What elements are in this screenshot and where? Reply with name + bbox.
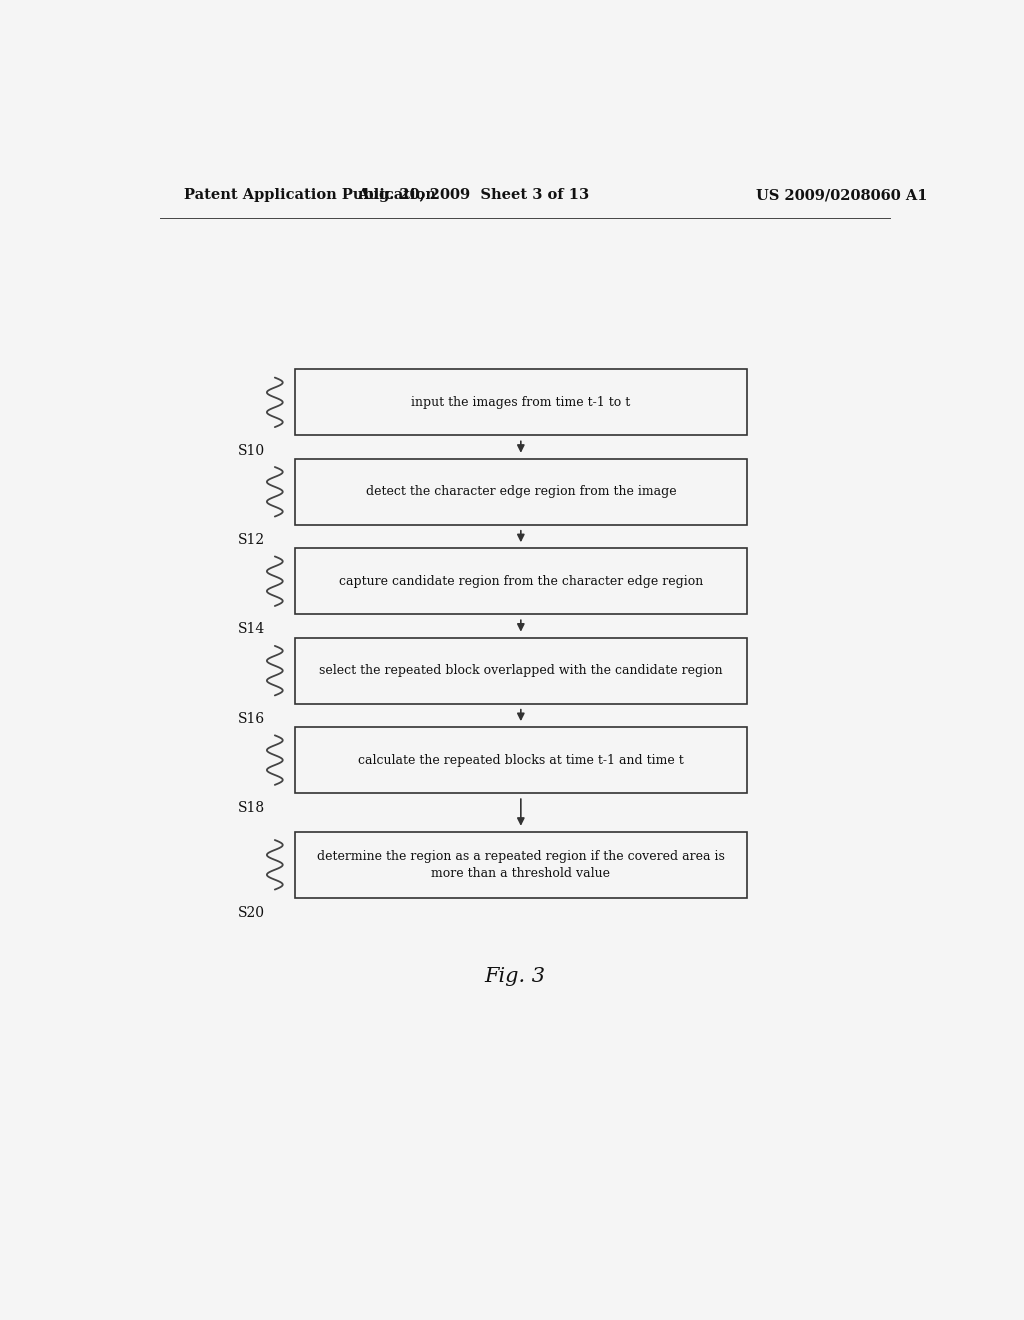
Text: S12: S12 bbox=[239, 533, 265, 546]
Bar bbox=[295, 459, 748, 525]
Bar bbox=[295, 370, 748, 436]
Text: S10: S10 bbox=[239, 444, 265, 458]
Text: S18: S18 bbox=[239, 801, 265, 816]
Text: US 2009/0208060 A1: US 2009/0208060 A1 bbox=[757, 189, 928, 202]
Text: Aug. 20, 2009  Sheet 3 of 13: Aug. 20, 2009 Sheet 3 of 13 bbox=[357, 189, 589, 202]
Text: calculate the repeated blocks at time t-1 and time t: calculate the repeated blocks at time t-… bbox=[358, 754, 684, 767]
Text: S20: S20 bbox=[239, 906, 265, 920]
Bar bbox=[295, 638, 748, 704]
Text: input the images from time t-1 to t: input the images from time t-1 to t bbox=[412, 396, 631, 409]
Text: S16: S16 bbox=[239, 711, 265, 726]
Text: select the repeated block overlapped with the candidate region: select the repeated block overlapped wit… bbox=[319, 664, 723, 677]
Text: Patent Application Publication: Patent Application Publication bbox=[183, 189, 435, 202]
Text: detect the character edge region from the image: detect the character edge region from th… bbox=[366, 486, 676, 498]
Bar bbox=[295, 727, 748, 793]
Text: determine the region as a repeated region if the covered area is
more than a thr: determine the region as a repeated regio… bbox=[316, 850, 725, 880]
Text: Fig. 3: Fig. 3 bbox=[484, 968, 545, 986]
Text: capture candidate region from the character edge region: capture candidate region from the charac… bbox=[339, 574, 702, 587]
Text: S14: S14 bbox=[238, 623, 265, 636]
Bar bbox=[295, 832, 748, 898]
Bar bbox=[295, 548, 748, 614]
